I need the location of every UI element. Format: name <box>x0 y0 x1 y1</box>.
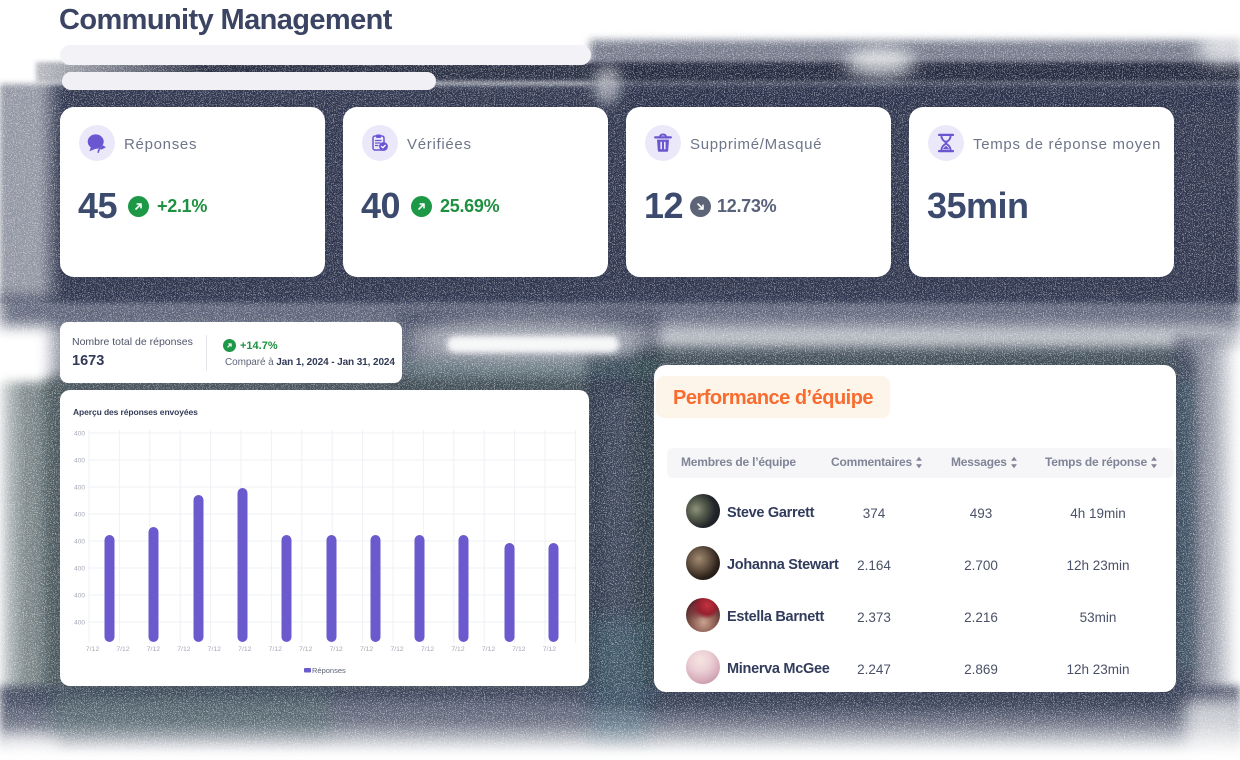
svg-text:400: 400 <box>74 431 85 438</box>
svg-text:7/12: 7/12 <box>116 646 129 653</box>
svg-text:7/12: 7/12 <box>390 646 403 653</box>
svg-text:7/12: 7/12 <box>208 646 221 653</box>
svg-text:7/12: 7/12 <box>421 646 434 653</box>
svg-text:7/12: 7/12 <box>482 646 495 653</box>
svg-text:400: 400 <box>74 593 85 600</box>
svg-text:7/12: 7/12 <box>269 646 282 653</box>
svg-text:7/12: 7/12 <box>86 646 99 653</box>
svg-text:Réponses: Réponses <box>312 666 346 675</box>
svg-text:7/12: 7/12 <box>360 646 373 653</box>
svg-text:7/12: 7/12 <box>299 646 312 653</box>
svg-text:7/12: 7/12 <box>512 646 525 653</box>
svg-text:400: 400 <box>74 620 85 627</box>
svg-text:7/12: 7/12 <box>330 646 343 653</box>
svg-text:400: 400 <box>74 539 85 546</box>
svg-text:7/12: 7/12 <box>543 646 556 653</box>
svg-text:7/12: 7/12 <box>177 646 190 653</box>
svg-text:400: 400 <box>74 485 85 492</box>
svg-text:400: 400 <box>74 566 85 573</box>
svg-text:400: 400 <box>74 512 85 519</box>
svg-text:7/12: 7/12 <box>451 646 464 653</box>
svg-text:7/12: 7/12 <box>147 646 160 653</box>
svg-text:7/12: 7/12 <box>238 646 251 653</box>
svg-text:400: 400 <box>74 458 85 465</box>
svg-text:Aperçu des réponses envoyées: Aperçu des réponses envoyées <box>73 407 198 417</box>
